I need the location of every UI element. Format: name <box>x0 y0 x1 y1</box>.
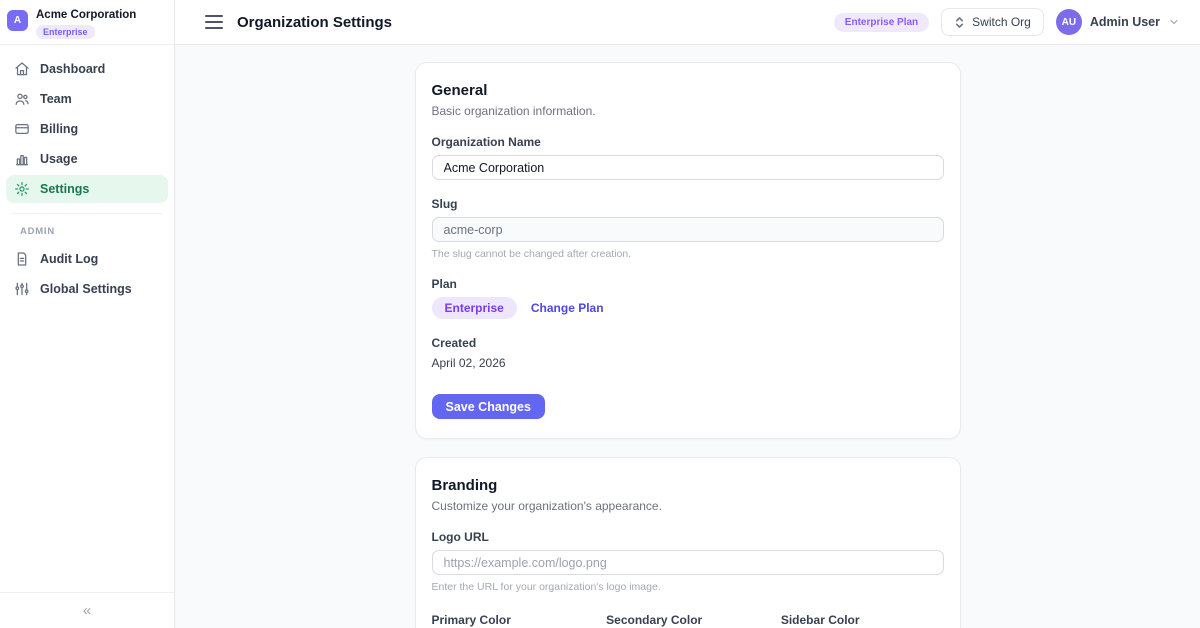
credit-card-icon <box>14 121 30 137</box>
plan-label: Plan <box>431 277 457 291</box>
sidebar-item-global-settings[interactable]: Global Settings <box>6 275 168 303</box>
primary-color-label: Primary Color <box>431 613 511 627</box>
sidebar-item-label: Settings <box>40 182 90 196</box>
gear-icon <box>14 181 30 197</box>
sidebar-item-label: Global Settings <box>40 282 132 296</box>
sidebar-item-label: Dashboard <box>40 62 106 76</box>
page-title: Organization Settings <box>237 13 393 31</box>
bar-chart-icon <box>14 151 30 167</box>
sidebar-item-label: Audit Log <box>40 252 99 266</box>
sidebar-item-audit-log[interactable]: Audit Log <box>6 245 168 273</box>
logo-url-label: Logo URL <box>431 530 489 544</box>
org-name-input[interactable] <box>431 155 944 180</box>
save-changes-button[interactable]: Save Changes <box>431 394 545 419</box>
sidebar-section-admin: ADMIN <box>20 226 55 237</box>
top-bar: Organization Settings Enterprise Plan Sw… <box>175 0 1200 45</box>
chevron-down-icon <box>1168 16 1180 28</box>
user-menu[interactable]: AU Admin User <box>1055 9 1180 35</box>
org-plan-badge: Enterprise <box>36 24 95 39</box>
sidebar-item-usage[interactable]: Usage <box>6 145 168 173</box>
sidebar-nav: Dashboard Team Billing Usage Settings <box>0 45 174 303</box>
branding-card-title: Branding <box>431 477 498 494</box>
slug-label: Slug <box>431 197 458 211</box>
sidebar-item-label: Usage <box>40 152 78 166</box>
sidebar-item-label: Billing <box>40 122 79 136</box>
user-name: Admin User <box>1089 15 1160 29</box>
secondary-color-label: Secondary Color <box>606 613 703 627</box>
branding-card: Branding Customize your organization's a… <box>414 457 961 628</box>
home-icon <box>14 61 30 77</box>
switch-org-button[interactable]: Switch Org <box>941 8 1044 36</box>
org-name-label: Organization Name <box>431 135 541 149</box>
slug-input <box>431 217 944 242</box>
slug-helper-text: The slug cannot be changed after creatio… <box>431 248 632 260</box>
switch-org-label: Switch Org <box>972 15 1031 29</box>
sidebar-item-label: Team <box>40 92 72 106</box>
sidebar-color-label: Sidebar Color <box>780 613 860 627</box>
org-name: Acme Corporation <box>36 9 137 22</box>
created-label: Created <box>431 336 477 350</box>
sidebar: A Acme Corporation Enterprise Dashboard … <box>0 0 175 628</box>
general-card-title: General <box>431 82 488 99</box>
branding-card-subtitle: Customize your organization's appearance… <box>431 499 662 513</box>
menu-icon[interactable] <box>205 15 223 29</box>
sidebar-footer: « <box>0 592 174 628</box>
document-icon <box>14 251 30 267</box>
sidebar-collapse-button[interactable]: « <box>82 602 92 619</box>
sidebar-item-team[interactable]: Team <box>6 85 168 113</box>
logo-url-input[interactable] <box>431 550 944 575</box>
up-down-arrows-icon <box>954 16 965 29</box>
general-card: General Basic organization information. … <box>414 62 961 439</box>
sliders-icon <box>14 281 30 297</box>
sidebar-org-header: A Acme Corporation Enterprise <box>0 0 174 45</box>
sidebar-item-billing[interactable]: Billing <box>6 115 168 143</box>
plan-badge: Enterprise <box>431 297 517 319</box>
org-avatar: A <box>7 10 28 31</box>
sidebar-item-settings[interactable]: Settings <box>6 175 168 203</box>
main-content: General Basic organization information. … <box>175 45 1200 628</box>
users-icon <box>14 91 30 107</box>
user-avatar: AU <box>1055 9 1082 35</box>
enterprise-plan-badge: Enterprise Plan <box>833 12 930 32</box>
sidebar-divider <box>12 213 162 214</box>
change-plan-link[interactable]: Change Plan <box>530 301 604 315</box>
general-card-subtitle: Basic organization information. <box>431 104 596 118</box>
logo-url-helper-text: Enter the URL for your organization's lo… <box>431 581 661 593</box>
sidebar-item-dashboard[interactable]: Dashboard <box>6 55 168 83</box>
created-value: April 02, 2026 <box>431 356 506 370</box>
